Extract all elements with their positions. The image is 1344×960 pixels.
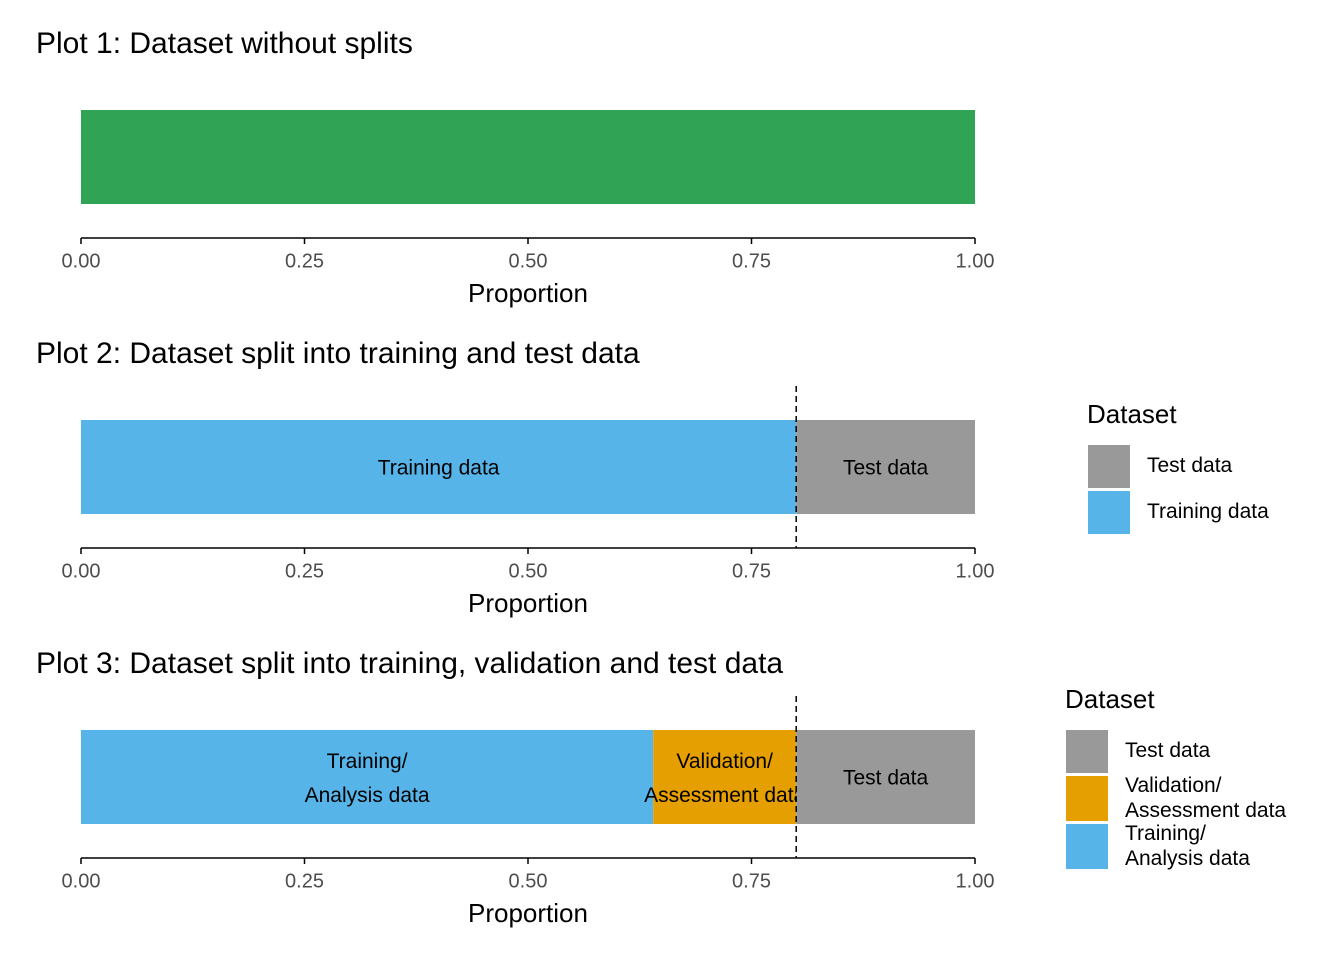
segment-label: Training/Analysis data: [305, 750, 430, 807]
x-tick-label: 0.75: [732, 560, 771, 582]
plot-title: Plot 1: Dataset without splits: [36, 27, 413, 60]
legend-key: [1088, 491, 1130, 534]
x-tick-label: 0.00: [62, 250, 101, 272]
segment-label: Validation/Assessment data: [644, 750, 805, 807]
bar-segment: [796, 420, 975, 514]
legend-label: Test data: [1125, 739, 1211, 762]
legend-key: [1088, 445, 1130, 488]
x-tick-label: 0.75: [732, 250, 771, 272]
x-axis-title: Proportion: [468, 278, 588, 308]
legend-label: Test data: [1147, 454, 1233, 477]
x-tick-label: 0.25: [285, 560, 324, 582]
bar-segment: [81, 730, 654, 824]
x-tick-label: 1.00: [956, 250, 995, 272]
plot-title: Plot 3: Dataset split into training, val…: [36, 647, 783, 680]
segment-label: Test data: [843, 767, 929, 790]
segment-label: Training data: [378, 457, 500, 480]
bar-segment: [81, 420, 797, 514]
legend-label: Validation/Assessment data: [1125, 774, 1286, 822]
legend-label: Training data: [1147, 500, 1269, 523]
x-tick-label: 0.50: [509, 250, 548, 272]
x-tick-label: 0.50: [509, 870, 548, 892]
x-tick-label: 0.25: [285, 250, 324, 272]
segment-label: Test data: [843, 457, 929, 480]
x-axis-title: Proportion: [468, 588, 588, 618]
bar-segment: [81, 110, 975, 204]
x-tick-label: 0.00: [62, 870, 101, 892]
legend-label: Training/Analysis data: [1125, 822, 1250, 870]
legend-title: Dataset: [1087, 399, 1177, 429]
plot-title: Plot 2: Dataset split into training and …: [36, 337, 640, 370]
x-tick-label: 1.00: [956, 870, 995, 892]
x-tick-label: 0.25: [285, 870, 324, 892]
bar-segment: [796, 730, 975, 824]
x-tick-label: 1.00: [956, 560, 995, 582]
x-tick-label: 0.50: [509, 560, 548, 582]
bar-segment: [653, 730, 797, 824]
x-tick-label: 0.00: [62, 560, 101, 582]
legend-key: [1066, 776, 1108, 821]
legend-key: [1066, 730, 1108, 773]
x-axis-title: Proportion: [468, 898, 588, 928]
x-tick-label: 0.75: [732, 870, 771, 892]
legend-title: Dataset: [1065, 684, 1155, 714]
legend-key: [1066, 824, 1108, 869]
